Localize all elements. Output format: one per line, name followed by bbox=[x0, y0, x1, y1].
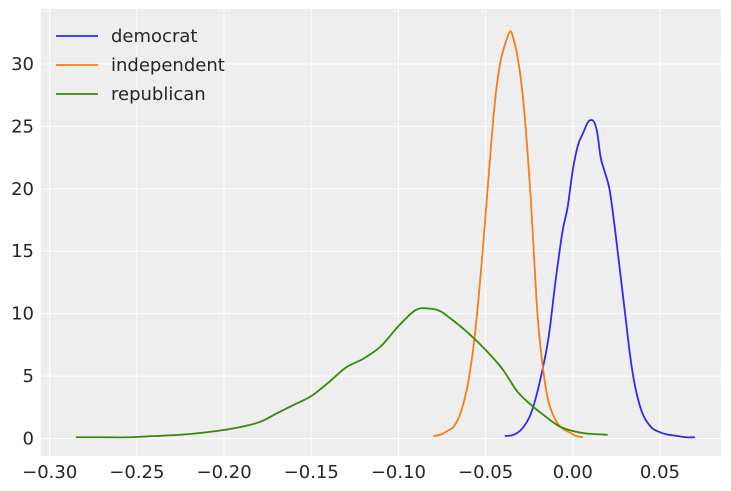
series-line-independent bbox=[433, 30, 584, 439]
x-tick-label: −0.30 bbox=[22, 462, 77, 483]
legend-label-democrat: democrat bbox=[111, 26, 197, 47]
y-tick-label: 0 bbox=[23, 429, 34, 450]
x-tick-label: −0.20 bbox=[196, 462, 251, 483]
plot-background bbox=[41, 9, 721, 456]
y-axis-ticks: 0 5 10 15 20 25 30 bbox=[11, 54, 34, 450]
series-line-democrat bbox=[504, 119, 695, 439]
series-lines bbox=[75, 30, 695, 439]
legend-label-independent: independent bbox=[111, 55, 225, 76]
x-tick-label: 0.00 bbox=[553, 462, 593, 483]
x-tick-label: 0.05 bbox=[640, 462, 680, 483]
x-tick-label: −0.15 bbox=[284, 462, 339, 483]
y-tick-label: 15 bbox=[11, 241, 34, 262]
x-tick-label: −0.05 bbox=[458, 462, 513, 483]
x-tick-label: −0.10 bbox=[371, 462, 426, 483]
legend: democrat independent republican bbox=[56, 26, 225, 105]
y-tick-label: 5 bbox=[23, 366, 34, 387]
y-tick-label: 20 bbox=[11, 179, 34, 200]
y-tick-label: 30 bbox=[11, 54, 34, 75]
y-tick-label: 25 bbox=[11, 116, 34, 137]
x-tick-label: −0.25 bbox=[109, 462, 164, 483]
x-axis-ticks: −0.30 −0.25 −0.20 −0.15 −0.10 −0.05 0.00 0.05 bbox=[22, 462, 680, 483]
grid bbox=[41, 9, 721, 456]
y-tick-label: 10 bbox=[11, 304, 34, 325]
legend-label-republican: republican bbox=[111, 84, 206, 105]
series-line-republican bbox=[75, 307, 608, 439]
